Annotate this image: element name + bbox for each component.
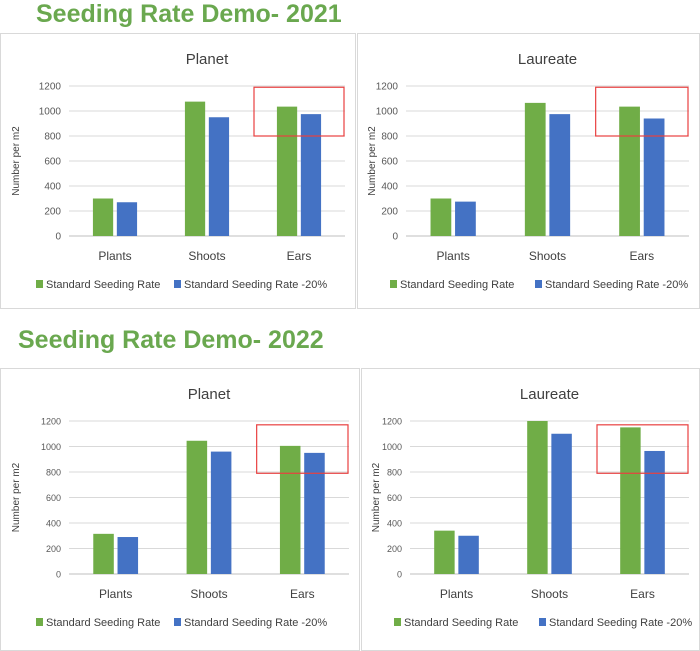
y-tick-label: 0	[397, 570, 402, 580]
bar-ears-series-2	[300, 114, 322, 236]
highlight-box	[256, 424, 349, 474]
x-tick-label: Ears	[629, 249, 654, 263]
y-tick-label: 1200	[376, 82, 399, 93]
x-tick-label: Plants	[440, 587, 473, 601]
legend-label: Standard Seeding Rate -20%	[545, 279, 688, 291]
highlight-box	[253, 86, 345, 137]
section-heading-2021: Seeding Rate Demo- 2021	[36, 0, 342, 28]
bar-shoots-series-2	[210, 451, 232, 574]
bar-shoots-series-1	[527, 421, 548, 574]
y-tick-label: 200	[387, 544, 402, 554]
bar-plants-series-1	[430, 198, 452, 236]
bar-plants-series-1	[434, 530, 455, 574]
x-tick-label: Ears	[630, 587, 655, 601]
highlight-box	[595, 86, 689, 137]
y-tick-label: 1000	[39, 107, 62, 118]
bar-plants-series-2	[117, 537, 139, 574]
legend-label: Standard Seeding Rate -20%	[184, 279, 327, 291]
bar-ears-series-1	[620, 427, 641, 574]
y-tick-label: 800	[381, 132, 398, 143]
chart-title: Laureate	[518, 51, 577, 68]
y-tick-label: 400	[44, 182, 61, 193]
x-tick-label: Ears	[290, 587, 315, 601]
bar-shoots-series-2	[549, 114, 571, 236]
legend-label: Standard Seeding Rate	[404, 617, 518, 629]
y-tick-label: 600	[44, 157, 61, 168]
y-tick-label: 1200	[41, 417, 61, 427]
bar-plants-series-2	[116, 202, 138, 236]
bar-plants-series-1	[93, 533, 114, 574]
x-tick-label: Shoots	[529, 249, 566, 263]
y-axis-label: Number per m2	[367, 126, 378, 196]
chart-panel-planet-2021: Planet Number per m2 0 200 400 600 800 1000 1200…	[0, 33, 356, 309]
y-tick-label: 200	[44, 207, 61, 218]
legend-label: Standard Seeding Rate	[46, 617, 160, 629]
chart-panel-laureate-2021: Laureate Number per m2 0 200 400 600 800 1000 12…	[357, 33, 700, 309]
y-tick-label: 400	[381, 182, 398, 193]
y-tick-label: 0	[56, 570, 61, 580]
bar-shoots-series-1	[184, 101, 206, 236]
y-tick-label: 0	[55, 232, 61, 243]
bar-shoots-series-2	[551, 433, 572, 574]
chart-panel-planet-2022: Planet Number per m2 0 200 400 600 800 1000 1200…	[0, 368, 360, 651]
highlight-box	[596, 424, 689, 474]
y-tick-label: 600	[387, 493, 402, 503]
legend-swatch	[535, 280, 542, 288]
chart-title: Planet	[188, 386, 231, 403]
y-axis-label: Number per m2	[11, 126, 22, 196]
bar-ears-series-1	[276, 106, 298, 236]
x-tick-label: Shoots	[188, 249, 225, 263]
x-tick-label: Plants	[98, 249, 131, 263]
bar-ears-series-2	[644, 450, 665, 574]
x-tick-label: Shoots	[190, 587, 227, 601]
y-tick-label: 1200	[382, 417, 402, 427]
y-tick-label: 400	[46, 519, 61, 529]
bar-ears-series-1	[279, 445, 301, 574]
bar-shoots-series-1	[186, 440, 208, 574]
legend-label: Standard Seeding Rate	[46, 279, 160, 291]
legend-label: Standard Seeding Rate -20%	[184, 617, 327, 629]
x-tick-label: Plants	[99, 587, 132, 601]
section-heading-2022: Seeding Rate Demo- 2022	[18, 326, 324, 354]
y-axis-label: Number per m2	[371, 462, 382, 532]
y-tick-label: 1000	[41, 442, 61, 452]
bar-shoots-series-2	[208, 117, 230, 236]
legend-swatch	[36, 618, 43, 626]
bar-ears-series-2	[304, 452, 325, 574]
bar-ears-series-1	[619, 106, 640, 236]
y-tick-label: 600	[381, 157, 398, 168]
legend-swatch	[390, 280, 397, 288]
legend-swatch	[394, 618, 401, 626]
bar-plants-series-2	[455, 201, 476, 236]
bar-ears-series-2	[643, 118, 665, 236]
legend-swatch	[174, 280, 181, 288]
x-tick-label: Plants	[436, 249, 469, 263]
x-tick-label: Shoots	[531, 587, 568, 601]
legend-swatch	[36, 280, 43, 288]
bar-shoots-series-1	[524, 102, 546, 236]
y-tick-label: 800	[387, 468, 402, 478]
y-tick-label: 600	[46, 493, 61, 503]
y-tick-label: 1200	[39, 82, 62, 93]
chart-title: Laureate	[520, 386, 579, 403]
bar-plants-series-2	[458, 535, 479, 574]
y-tick-label: 200	[46, 544, 61, 554]
legend-label: Standard Seeding Rate -20%	[549, 617, 692, 629]
chart-panel-laureate-2022: Laureate Number per m2 0 200 400 600 800 1000 12…	[361, 368, 700, 651]
legend-label: Standard Seeding Rate	[400, 279, 514, 291]
y-tick-label: 1000	[376, 107, 399, 118]
y-tick-label: 200	[381, 207, 398, 218]
y-axis-label: Number per m2	[11, 462, 22, 532]
chart-title: Planet	[186, 51, 229, 68]
y-tick-label: 800	[44, 132, 61, 143]
legend-swatch	[539, 618, 546, 626]
y-tick-label: 0	[392, 232, 398, 243]
legend-swatch	[174, 618, 181, 626]
bar-plants-series-1	[92, 198, 114, 236]
y-tick-label: 800	[46, 468, 61, 478]
x-tick-label: Ears	[287, 249, 312, 263]
y-tick-label: 1000	[382, 442, 402, 452]
y-tick-label: 400	[387, 519, 402, 529]
